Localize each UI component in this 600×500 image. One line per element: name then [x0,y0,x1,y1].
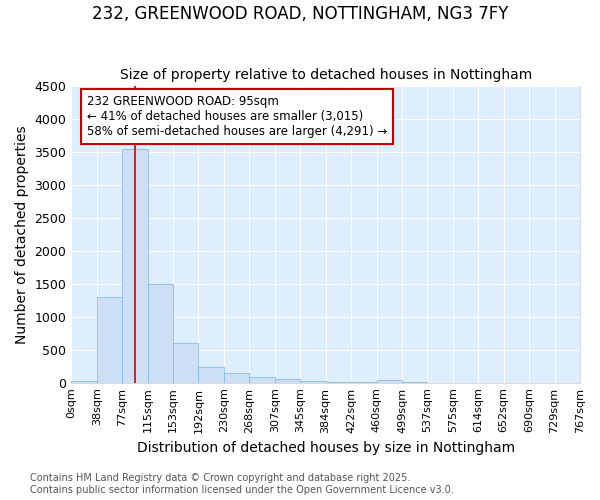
Bar [173,343,199,382]
Bar [377,380,402,382]
Bar [71,380,97,382]
Bar [97,297,122,382]
Title: Size of property relative to detached houses in Nottingham: Size of property relative to detached ho… [119,68,532,82]
Bar [224,374,250,382]
Bar [250,378,275,382]
X-axis label: Distribution of detached houses by size in Nottingham: Distribution of detached houses by size … [137,441,515,455]
Bar [275,380,300,382]
Text: Contains HM Land Registry data © Crown copyright and database right 2025.
Contai: Contains HM Land Registry data © Crown c… [30,474,454,495]
Text: 232, GREENWOOD ROAD, NOTTINGHAM, NG3 7FY: 232, GREENWOOD ROAD, NOTTINGHAM, NG3 7FY [92,5,508,23]
Bar [199,367,224,382]
Y-axis label: Number of detached properties: Number of detached properties [15,125,29,344]
Text: 232 GREENWOOD ROAD: 95sqm
← 41% of detached houses are smaller (3,015)
58% of se: 232 GREENWOOD ROAD: 95sqm ← 41% of detac… [86,95,387,138]
Bar [122,149,148,382]
Bar [148,284,173,382]
Bar [300,380,326,382]
